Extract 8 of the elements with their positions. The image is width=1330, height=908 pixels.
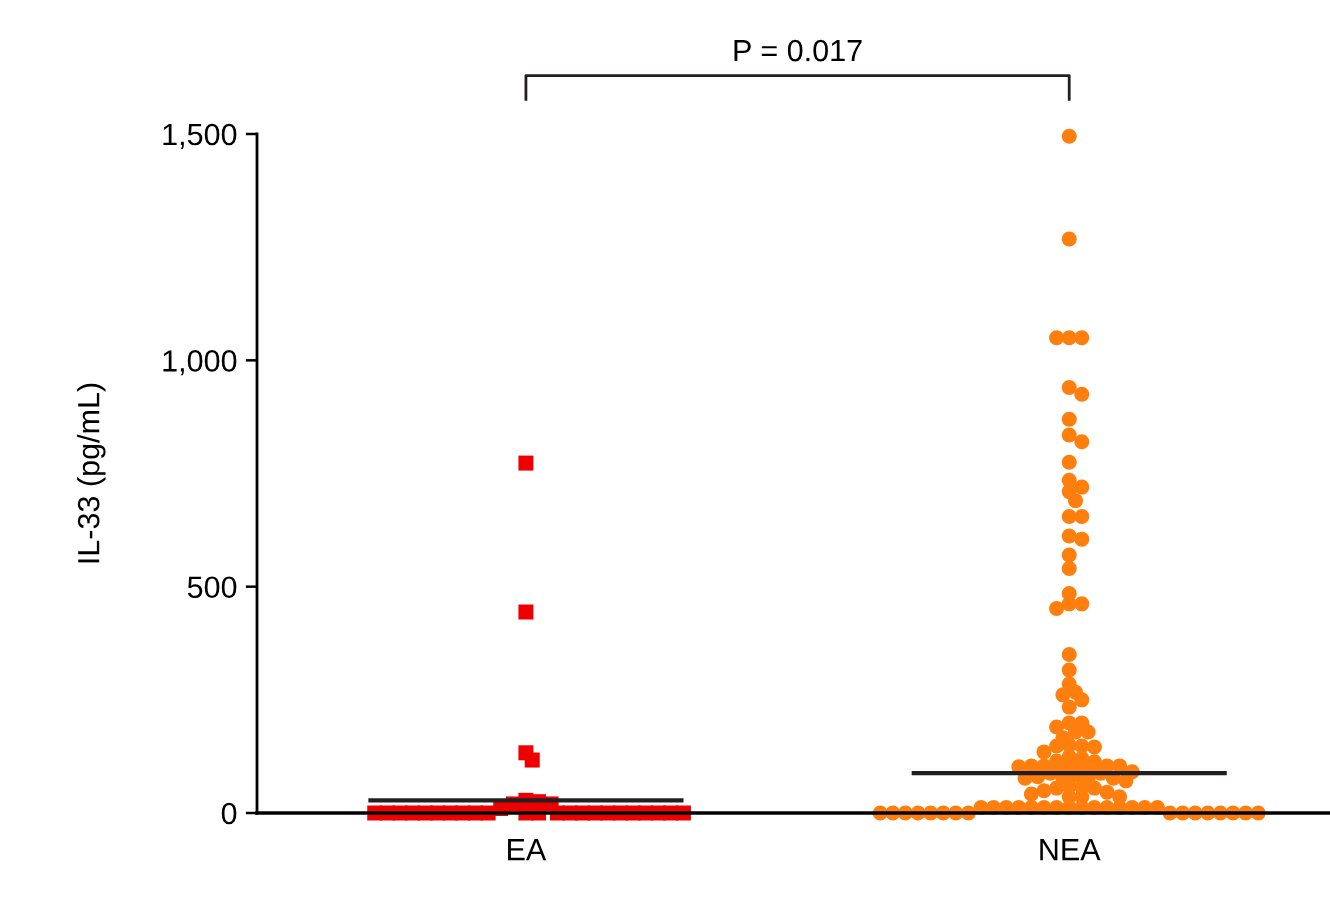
y-tick-label: 500: [187, 576, 237, 599]
y-tick-label: 1,500: [163, 123, 237, 149]
x-tick-label: NEA: [1040, 839, 1101, 861]
text: P = 0.017: [734, 39, 862, 62]
y-tick-label: 0: [221, 802, 237, 825]
y-axis-title: IL-33 (pg/mL): [77, 383, 106, 563]
x-tick-label: EA: [508, 839, 547, 861]
y-tick-label: 1,000: [163, 350, 237, 376]
